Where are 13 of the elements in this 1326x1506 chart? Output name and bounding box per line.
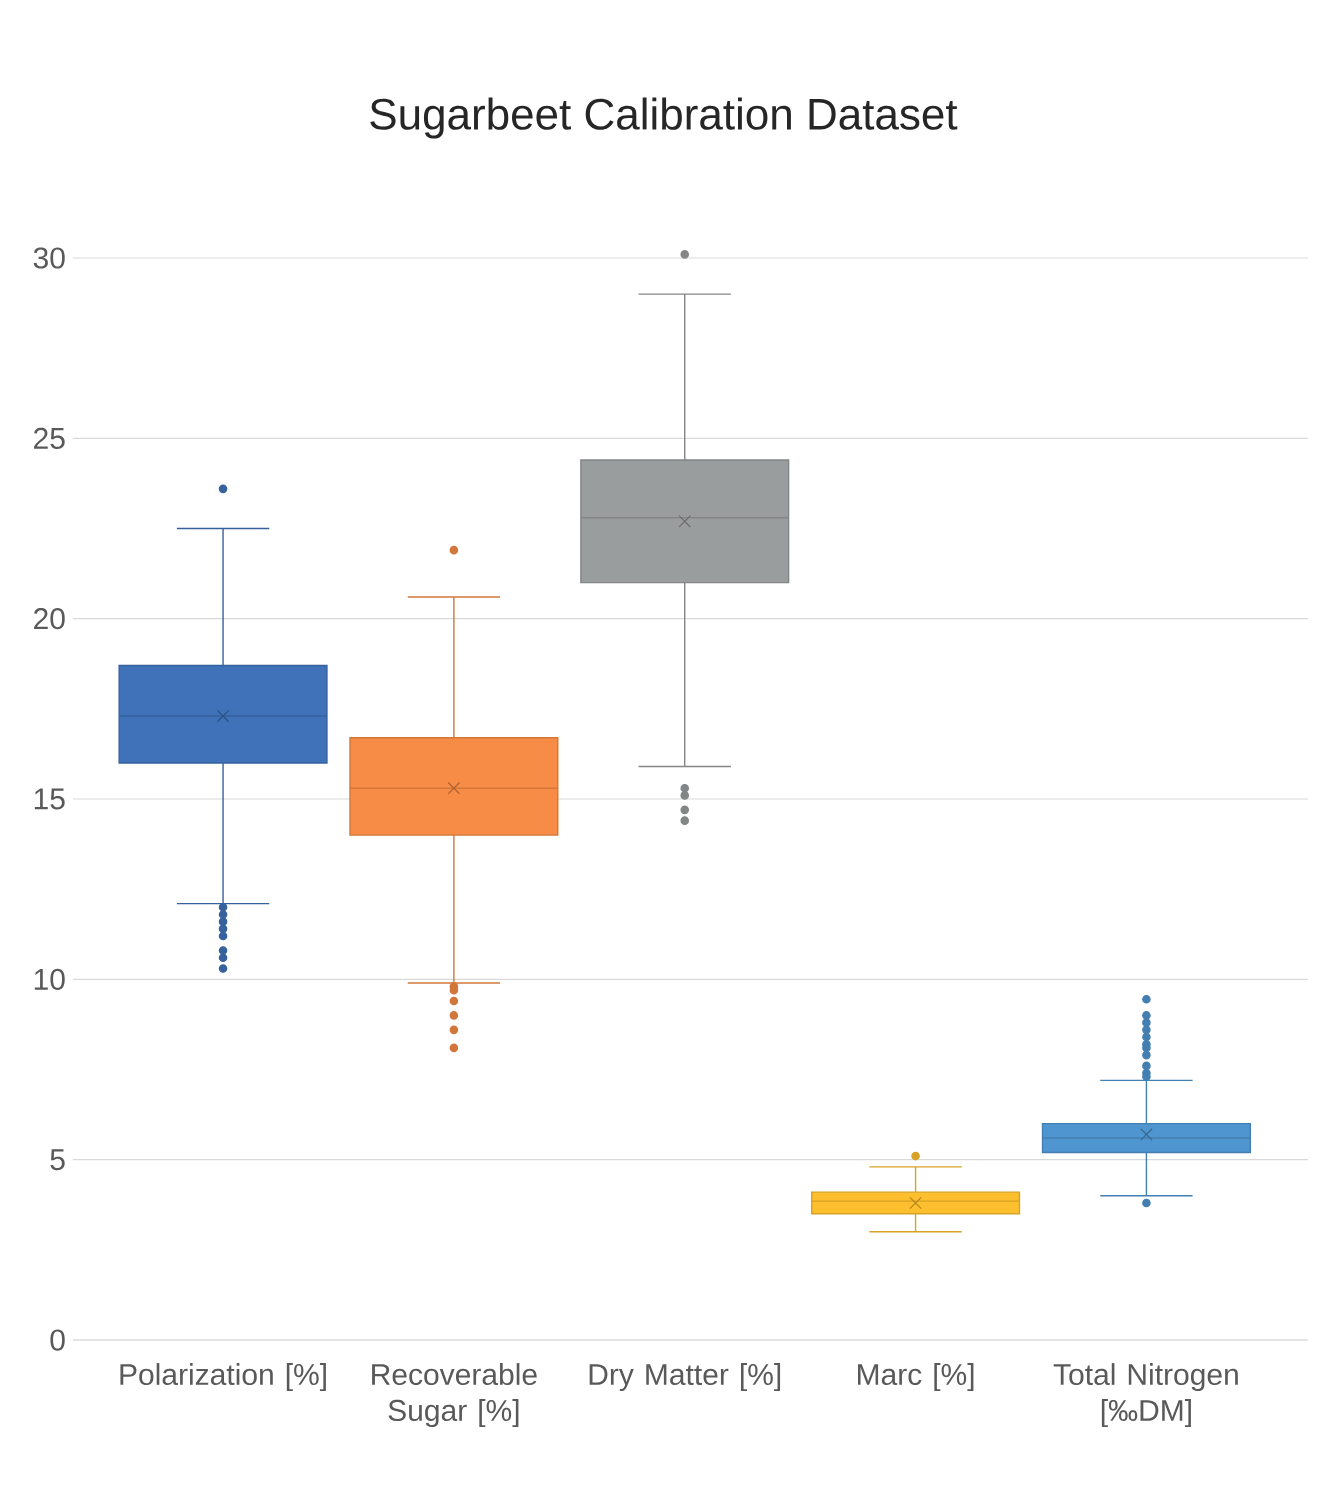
y-tick-label: 5 bbox=[50, 1149, 65, 1171]
y-tick-label: 25 bbox=[34, 427, 65, 449]
x-tick-label: Total Nitrogen [‰DM] bbox=[1053, 1363, 1238, 1428]
x-tick-label: Recoverable Sugar [%] bbox=[372, 1363, 537, 1428]
y-tick-label: 10 bbox=[34, 968, 65, 990]
y-tick-label: 15 bbox=[34, 788, 65, 810]
x-tick-label: Marc [%] bbox=[858, 1363, 974, 1392]
x-tick-label: Polarization [%] bbox=[120, 1363, 326, 1392]
x-tick-label: Dry Matter [%] bbox=[589, 1363, 781, 1392]
y-tick-label: 30 bbox=[33, 247, 65, 269]
chart-title: Sugarbeet Calibration Dataset bbox=[370, 97, 958, 139]
y-tick-label: 20 bbox=[34, 608, 65, 630]
y-tick-label: 0 bbox=[50, 1329, 65, 1351]
